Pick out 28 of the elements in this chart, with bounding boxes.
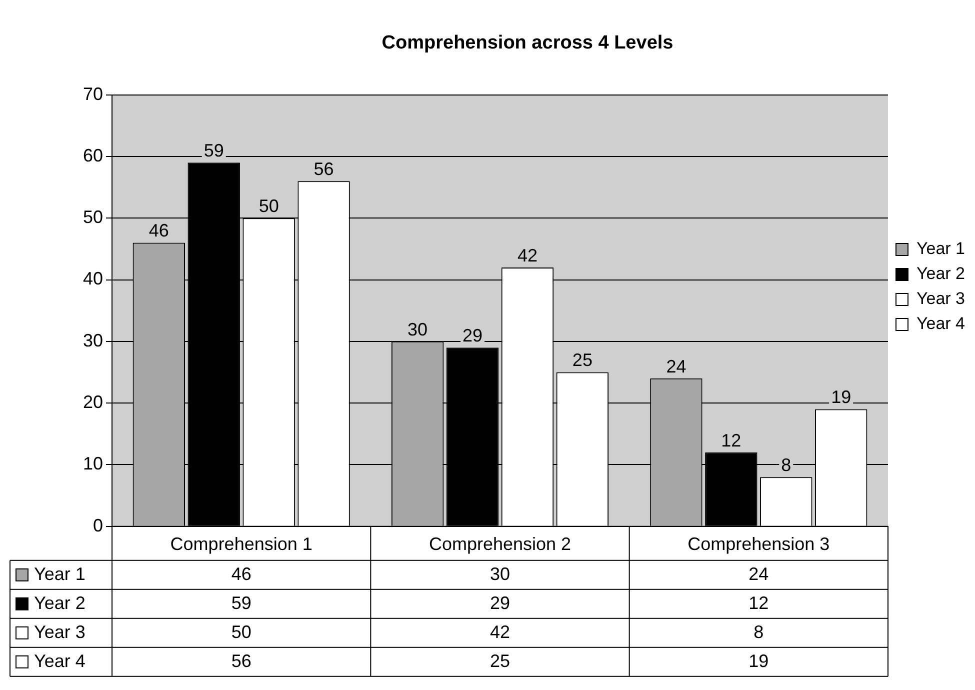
annotation: 29 xyxy=(462,326,483,346)
annotation: 46 xyxy=(148,220,169,241)
x-tick-label: Comprehension 3 xyxy=(688,534,830,554)
y-tick-label: 10 xyxy=(82,454,104,474)
x-tick-label: Comprehension 2 xyxy=(428,534,572,554)
annotation: 42 xyxy=(517,245,538,266)
annotation: 59 xyxy=(204,140,224,161)
annotation: 30 xyxy=(408,319,428,340)
legend-label: Year 3 xyxy=(916,289,966,308)
y-tick-label: 70 xyxy=(82,84,104,104)
y-tick-label: 40 xyxy=(82,268,104,289)
annotation: 19 xyxy=(831,387,852,408)
text: Year 2 xyxy=(916,264,966,284)
y-tick-label: 30 xyxy=(82,330,104,350)
legend-label: Year 4 xyxy=(916,314,966,334)
annotation: 12 xyxy=(721,430,742,450)
y-tick-label: 50 xyxy=(82,207,104,228)
annotation: 56 xyxy=(314,159,334,180)
annotation: 24 xyxy=(666,356,686,376)
y-tick-label: 60 xyxy=(82,145,104,166)
annotation: 25 xyxy=(572,350,592,370)
annotation: 8 xyxy=(781,455,792,476)
y-tick-label: 20 xyxy=(82,392,104,412)
chart-title: Comprehension across 4 Levels xyxy=(382,32,674,54)
x-tick-label: Comprehension 1 xyxy=(170,534,312,554)
text: Year 1 xyxy=(916,239,966,258)
y-tick-label: 0 xyxy=(93,515,104,536)
annotation: 50 xyxy=(258,196,279,216)
